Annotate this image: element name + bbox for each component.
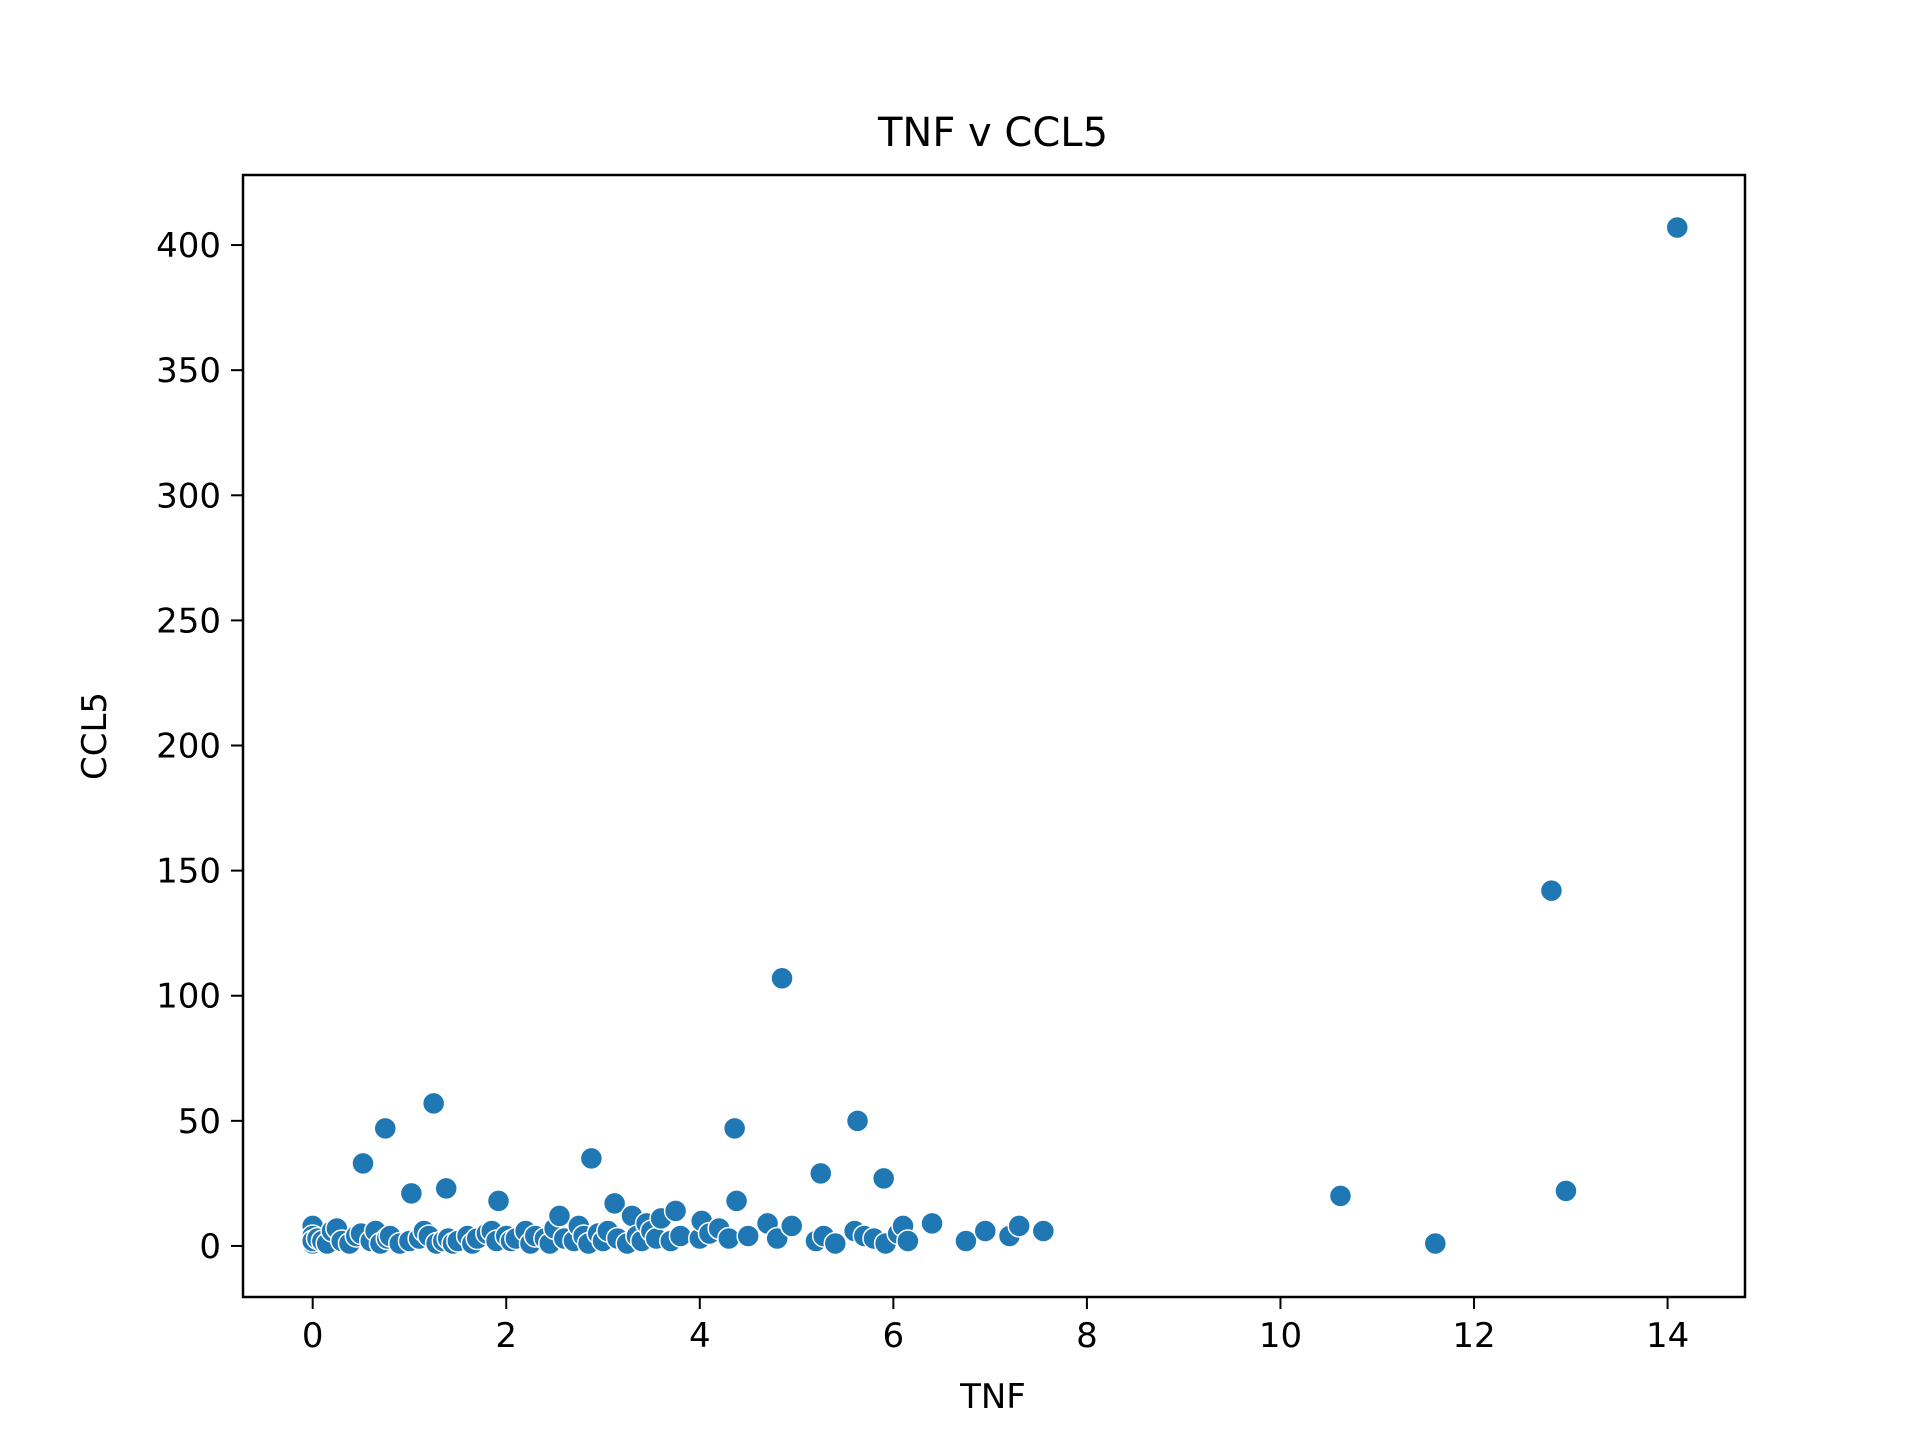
x-tick-label: 10 — [1259, 1316, 1302, 1356]
x-tick-label: 0 — [302, 1316, 324, 1356]
y-axis-ticks: 0 50 100 150 200 250 300 350 400 — [156, 226, 243, 1267]
scatter-point — [779, 1214, 804, 1238]
chart-title: TNF v CCL5 — [877, 110, 1108, 156]
scatter-point — [1539, 878, 1564, 903]
x-tick-label: 6 — [883, 1316, 905, 1356]
scatter-point — [421, 1091, 446, 1116]
scatter-point — [1554, 1179, 1578, 1203]
scatter-point — [1031, 1219, 1056, 1243]
y-tick-label: 200 — [156, 727, 221, 767]
scatter-point — [770, 966, 794, 990]
scatter-point — [920, 1211, 944, 1236]
x-tick-label: 12 — [1452, 1316, 1495, 1356]
scatter-point — [351, 1151, 375, 1176]
scatter-point — [871, 1166, 896, 1191]
x-tick-label: 14 — [1646, 1316, 1689, 1356]
y-tick-label: 0 — [199, 1227, 221, 1267]
scatter-point — [663, 1199, 688, 1223]
x-tick-label: 4 — [689, 1316, 711, 1356]
scatter-point — [547, 1204, 572, 1228]
x-axis-ticks: 0 2 4 6 8 10 12 14 — [302, 1297, 1689, 1356]
scatter-point — [722, 1116, 747, 1141]
scatter-point — [373, 1116, 398, 1141]
scatter-point — [668, 1224, 693, 1248]
y-tick-label: 250 — [156, 601, 221, 641]
plot-frame — [241, 173, 1747, 1299]
data-points — [300, 215, 1690, 1256]
x-tick-label: 8 — [1076, 1316, 1098, 1356]
y-axis-label: CCL5 — [75, 692, 115, 780]
y-tick-label: 100 — [156, 977, 221, 1017]
scatter-point — [1665, 215, 1690, 240]
scatter-point — [954, 1229, 978, 1253]
scatter-point — [845, 1109, 870, 1133]
scatter-point — [809, 1161, 833, 1186]
scatter-point — [1007, 1214, 1031, 1238]
scatter-point — [717, 1226, 741, 1251]
scatter-point — [724, 1189, 749, 1213]
scatter-point — [434, 1176, 458, 1201]
scatter-point — [736, 1224, 760, 1248]
scatter-point — [823, 1231, 848, 1256]
y-tick-label: 300 — [156, 476, 221, 516]
x-tick-label: 2 — [495, 1316, 517, 1356]
scatter-point — [579, 1146, 604, 1171]
scatter-point — [486, 1189, 511, 1213]
scatter-point — [1423, 1231, 1448, 1256]
scatter-point — [399, 1181, 424, 1206]
y-tick-label: 50 — [178, 1102, 221, 1142]
y-tick-label: 400 — [156, 226, 221, 266]
y-tick-label: 150 — [156, 852, 221, 892]
scatter-point — [602, 1191, 627, 1216]
scatter-point — [896, 1229, 920, 1253]
x-axis-label: TNF — [959, 1377, 1026, 1417]
scatter-point — [973, 1219, 998, 1243]
y-tick-label: 350 — [156, 351, 221, 391]
scatter-point — [1328, 1184, 1353, 1208]
